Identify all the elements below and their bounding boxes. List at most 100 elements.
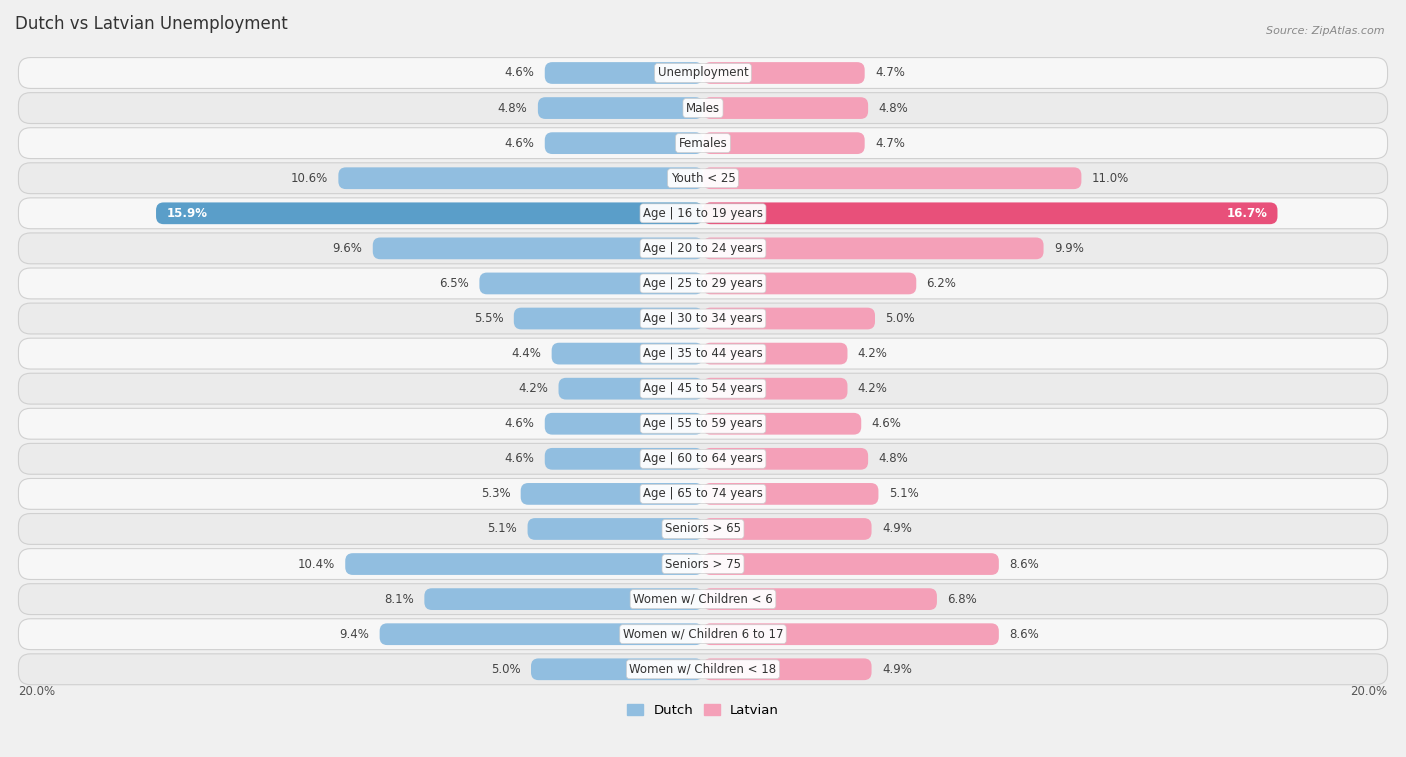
FancyBboxPatch shape: [18, 58, 1388, 89]
FancyBboxPatch shape: [703, 483, 879, 505]
Text: Women w/ Children < 6: Women w/ Children < 6: [633, 593, 773, 606]
FancyBboxPatch shape: [18, 618, 1388, 650]
FancyBboxPatch shape: [18, 478, 1388, 509]
FancyBboxPatch shape: [18, 444, 1388, 474]
FancyBboxPatch shape: [544, 413, 703, 435]
FancyBboxPatch shape: [703, 623, 998, 645]
FancyBboxPatch shape: [703, 132, 865, 154]
Text: Age | 20 to 24 years: Age | 20 to 24 years: [643, 242, 763, 255]
FancyBboxPatch shape: [18, 584, 1388, 615]
Text: Youth < 25: Youth < 25: [671, 172, 735, 185]
FancyBboxPatch shape: [551, 343, 703, 364]
Text: 4.8%: 4.8%: [498, 101, 527, 114]
Text: 6.8%: 6.8%: [948, 593, 977, 606]
FancyBboxPatch shape: [18, 373, 1388, 404]
Text: 4.2%: 4.2%: [519, 382, 548, 395]
Text: 4.7%: 4.7%: [875, 137, 905, 150]
FancyBboxPatch shape: [538, 97, 703, 119]
FancyBboxPatch shape: [703, 588, 936, 610]
Text: 5.0%: 5.0%: [491, 663, 520, 676]
FancyBboxPatch shape: [544, 62, 703, 84]
FancyBboxPatch shape: [703, 659, 872, 680]
Text: 5.3%: 5.3%: [481, 488, 510, 500]
Text: 10.6%: 10.6%: [291, 172, 328, 185]
FancyBboxPatch shape: [373, 238, 703, 259]
Text: Seniors > 65: Seniors > 65: [665, 522, 741, 535]
FancyBboxPatch shape: [703, 378, 848, 400]
FancyBboxPatch shape: [703, 413, 862, 435]
Text: Seniors > 75: Seniors > 75: [665, 558, 741, 571]
Text: 5.1%: 5.1%: [488, 522, 517, 535]
Text: Age | 16 to 19 years: Age | 16 to 19 years: [643, 207, 763, 220]
FancyBboxPatch shape: [18, 268, 1388, 299]
FancyBboxPatch shape: [18, 92, 1388, 123]
Text: 10.4%: 10.4%: [298, 558, 335, 571]
Text: 16.7%: 16.7%: [1226, 207, 1267, 220]
Text: Unemployment: Unemployment: [658, 67, 748, 79]
Text: 4.6%: 4.6%: [505, 137, 534, 150]
Text: 4.6%: 4.6%: [505, 417, 534, 430]
Text: Age | 30 to 34 years: Age | 30 to 34 years: [643, 312, 763, 325]
FancyBboxPatch shape: [703, 62, 865, 84]
FancyBboxPatch shape: [380, 623, 703, 645]
FancyBboxPatch shape: [703, 238, 1043, 259]
Text: 4.9%: 4.9%: [882, 522, 911, 535]
FancyBboxPatch shape: [18, 303, 1388, 334]
Legend: Dutch, Latvian: Dutch, Latvian: [621, 699, 785, 723]
FancyBboxPatch shape: [18, 654, 1388, 685]
FancyBboxPatch shape: [425, 588, 703, 610]
Text: 8.6%: 8.6%: [1010, 628, 1039, 640]
Text: 9.6%: 9.6%: [333, 242, 363, 255]
Text: Age | 45 to 54 years: Age | 45 to 54 years: [643, 382, 763, 395]
Text: Age | 55 to 59 years: Age | 55 to 59 years: [643, 417, 763, 430]
FancyBboxPatch shape: [346, 553, 703, 575]
Text: 4.2%: 4.2%: [858, 382, 887, 395]
Text: 6.2%: 6.2%: [927, 277, 956, 290]
FancyBboxPatch shape: [513, 307, 703, 329]
FancyBboxPatch shape: [703, 448, 868, 469]
FancyBboxPatch shape: [156, 202, 703, 224]
FancyBboxPatch shape: [703, 167, 1081, 189]
Text: 5.0%: 5.0%: [886, 312, 915, 325]
FancyBboxPatch shape: [703, 273, 917, 294]
Text: Age | 25 to 29 years: Age | 25 to 29 years: [643, 277, 763, 290]
Text: 4.7%: 4.7%: [875, 67, 905, 79]
Text: Age | 65 to 74 years: Age | 65 to 74 years: [643, 488, 763, 500]
Text: Males: Males: [686, 101, 720, 114]
FancyBboxPatch shape: [520, 483, 703, 505]
Text: 4.6%: 4.6%: [872, 417, 901, 430]
Text: 15.9%: 15.9%: [166, 207, 207, 220]
Text: 4.8%: 4.8%: [879, 453, 908, 466]
FancyBboxPatch shape: [544, 132, 703, 154]
FancyBboxPatch shape: [703, 553, 998, 575]
FancyBboxPatch shape: [479, 273, 703, 294]
Text: Women w/ Children < 18: Women w/ Children < 18: [630, 663, 776, 676]
FancyBboxPatch shape: [18, 128, 1388, 158]
Text: 4.6%: 4.6%: [505, 67, 534, 79]
FancyBboxPatch shape: [703, 518, 872, 540]
Text: 4.6%: 4.6%: [505, 453, 534, 466]
Text: Females: Females: [679, 137, 727, 150]
Text: 9.9%: 9.9%: [1054, 242, 1084, 255]
FancyBboxPatch shape: [18, 198, 1388, 229]
Text: 5.5%: 5.5%: [474, 312, 503, 325]
Text: 20.0%: 20.0%: [1350, 684, 1388, 697]
FancyBboxPatch shape: [18, 338, 1388, 369]
FancyBboxPatch shape: [339, 167, 703, 189]
Text: 4.9%: 4.9%: [882, 663, 911, 676]
FancyBboxPatch shape: [544, 448, 703, 469]
Text: 8.6%: 8.6%: [1010, 558, 1039, 571]
FancyBboxPatch shape: [703, 97, 868, 119]
FancyBboxPatch shape: [18, 408, 1388, 439]
Text: 11.0%: 11.0%: [1091, 172, 1129, 185]
Text: Age | 35 to 44 years: Age | 35 to 44 years: [643, 347, 763, 360]
FancyBboxPatch shape: [18, 513, 1388, 544]
Text: 9.4%: 9.4%: [339, 628, 370, 640]
Text: Age | 60 to 64 years: Age | 60 to 64 years: [643, 453, 763, 466]
Text: Dutch vs Latvian Unemployment: Dutch vs Latvian Unemployment: [15, 15, 288, 33]
FancyBboxPatch shape: [18, 549, 1388, 579]
Text: Source: ZipAtlas.com: Source: ZipAtlas.com: [1267, 26, 1385, 36]
FancyBboxPatch shape: [527, 518, 703, 540]
Text: 4.4%: 4.4%: [512, 347, 541, 360]
Text: 4.2%: 4.2%: [858, 347, 887, 360]
